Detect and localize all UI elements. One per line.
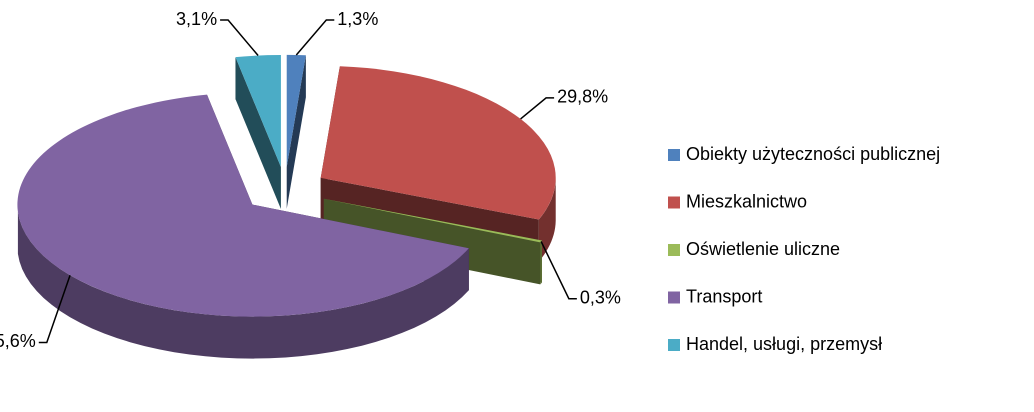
legend-swatch	[668, 196, 680, 209]
leader-line	[540, 241, 577, 300]
leader-line	[38, 274, 71, 344]
slice	[323, 198, 542, 243]
legend-label: Transport	[686, 286, 762, 306]
data-label: 1,3%	[337, 9, 378, 29]
legend-label: Obiekty użyteczności publicznej	[686, 144, 940, 164]
slice	[320, 66, 556, 220]
leader-line	[295, 19, 335, 56]
data-label: 0,3%	[580, 287, 621, 307]
data-label: 29,8%	[557, 87, 608, 107]
slice	[286, 54, 306, 167]
slice-side	[235, 57, 281, 210]
slice	[17, 94, 469, 317]
legend-swatch	[668, 149, 680, 161]
slice	[235, 55, 281, 168]
legend-label: Oświetlenie uliczne	[686, 239, 840, 259]
legend-label: Handel, usługi, przemysł	[686, 334, 882, 354]
legend-swatch	[668, 291, 680, 304]
slice-wall	[540, 240, 542, 285]
leader-line	[220, 19, 259, 57]
legend-swatch	[668, 339, 680, 351]
slice-wall	[538, 178, 556, 262]
legend-label: Mieszkalnictwo	[686, 191, 807, 211]
slice-side	[286, 55, 306, 209]
pie-tops	[17, 54, 556, 317]
data-label: 3,1%	[176, 9, 217, 29]
leader-line	[520, 97, 555, 120]
pie-labels: 1,3% 29,8% 0,3% 65,6% 3,1%	[0, 9, 621, 351]
slice-wall	[17, 211, 469, 359]
legend-swatch	[668, 244, 680, 256]
data-label: 65,6%	[0, 331, 36, 351]
